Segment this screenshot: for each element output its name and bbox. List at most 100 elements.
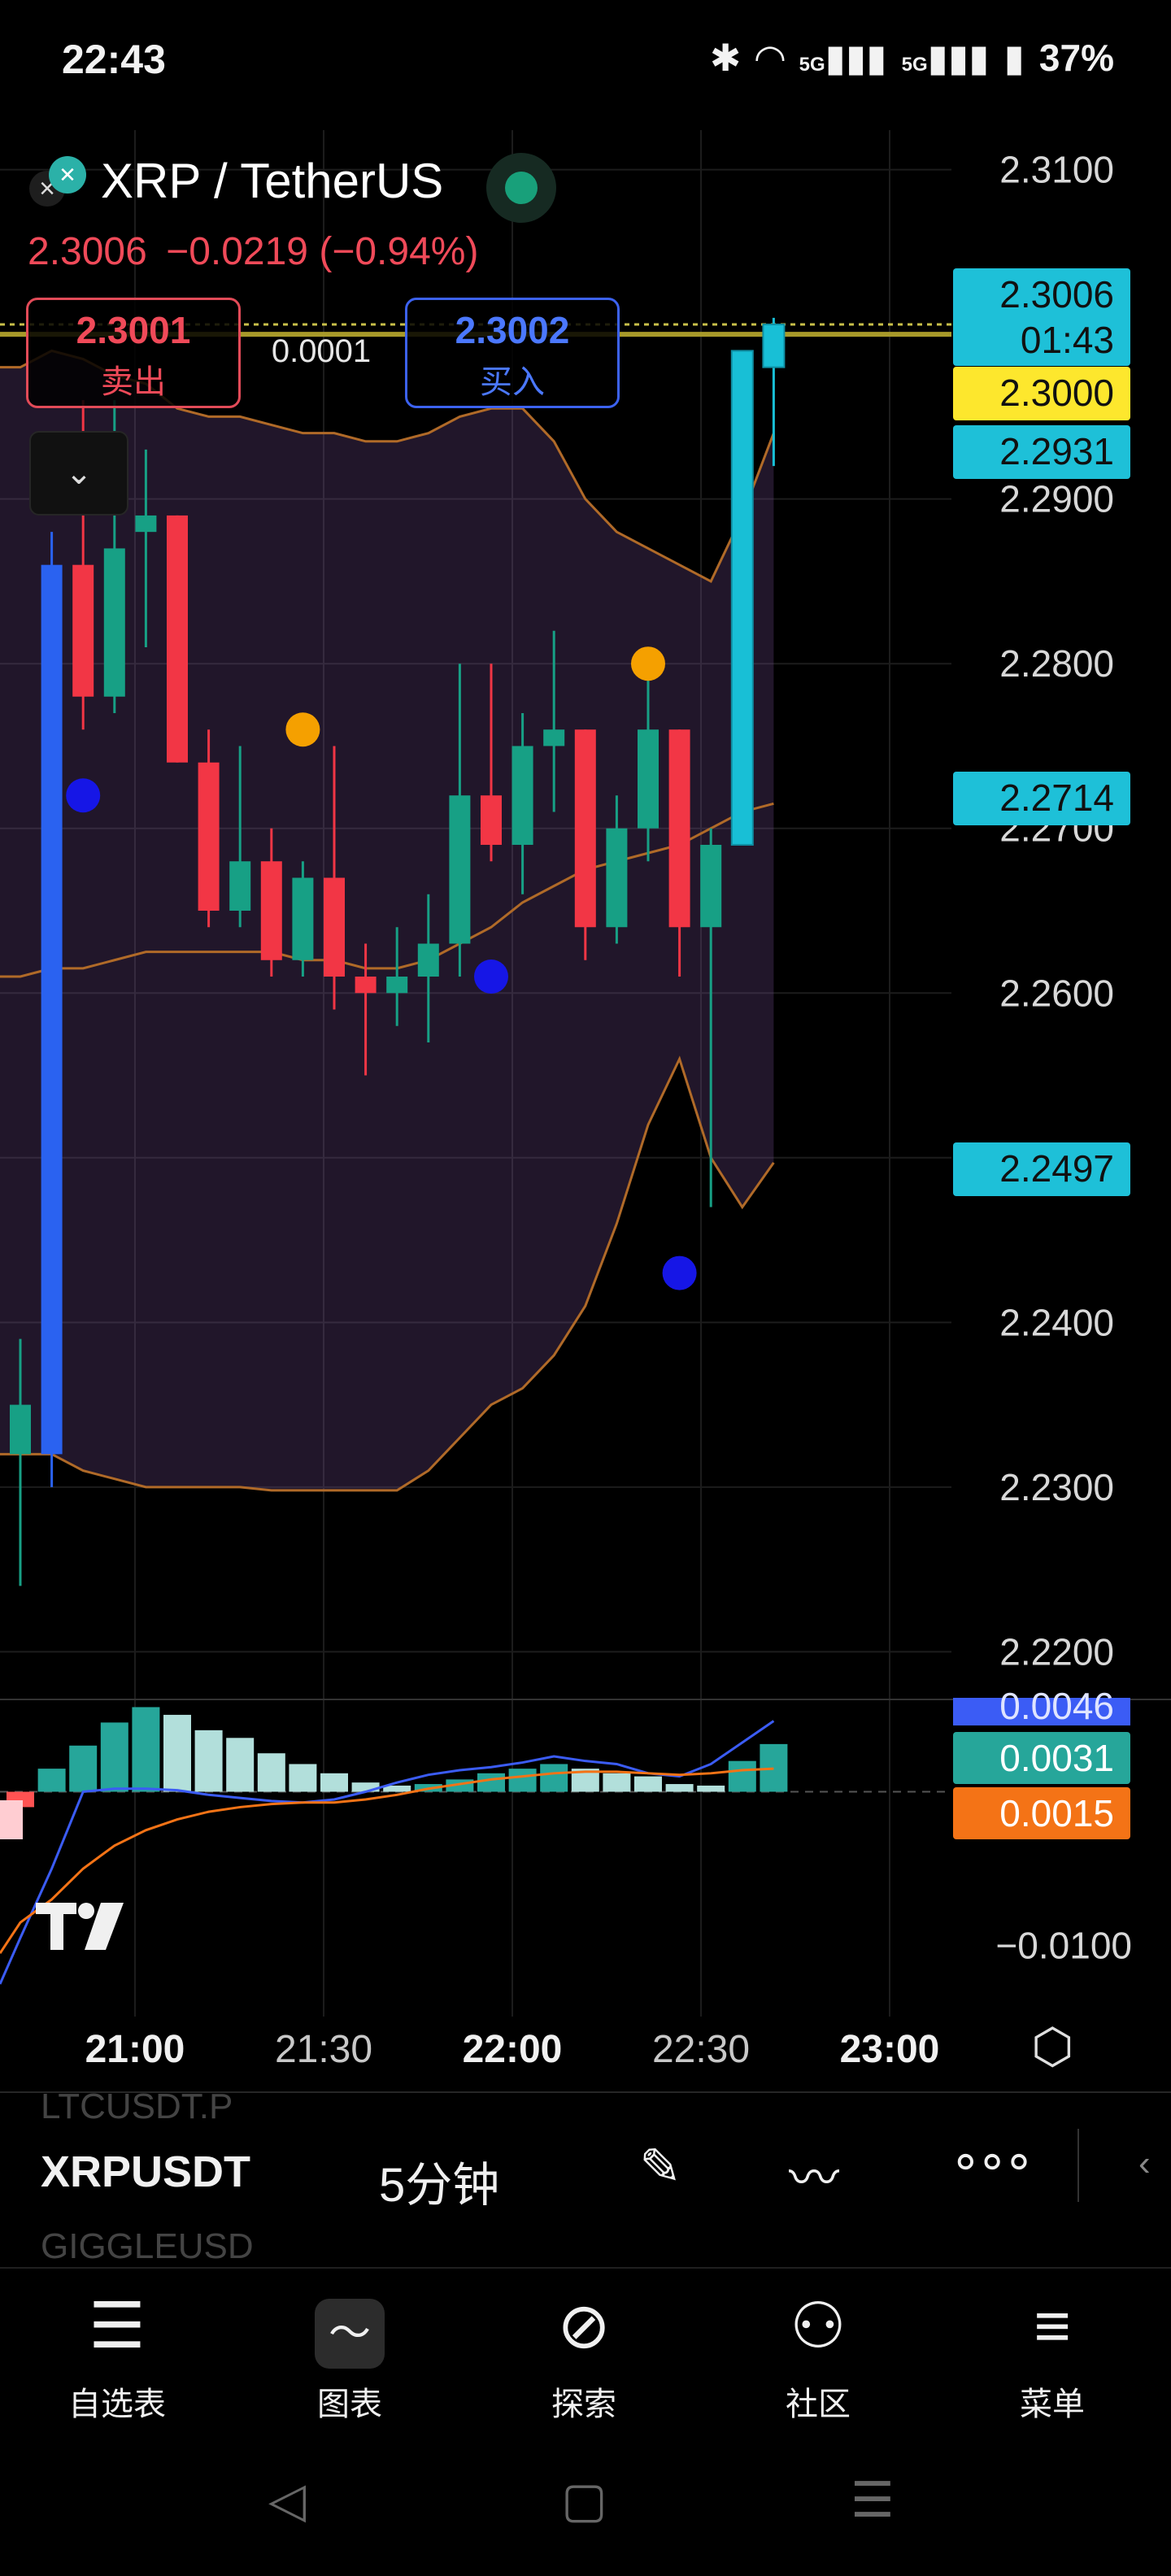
buy-button[interactable]: 2.3002 买入 xyxy=(405,298,620,408)
status-time: 22:43 xyxy=(62,37,166,82)
bollinger-basis-line xyxy=(0,802,774,978)
macd-pane xyxy=(0,1707,951,1985)
buy-label: 买入 xyxy=(480,364,545,400)
candlestick-series xyxy=(10,317,786,1586)
price-badge-label-4: 2.2497 xyxy=(999,1147,1114,1190)
sar-point-3 xyxy=(631,646,665,681)
macd-badge-1 xyxy=(953,1787,1130,1839)
nav-item-explore[interactable]: ⊘ 探索 xyxy=(503,2285,665,2425)
compass-icon: ⊘ xyxy=(557,2290,611,2361)
macd-hist-bar-21 xyxy=(665,1784,694,1792)
macd-hist-bar-19 xyxy=(603,1773,631,1792)
nav-item-chart[interactable]: 〜 图表 xyxy=(268,2285,431,2425)
price-badge-label-3: 2.2714 xyxy=(999,777,1114,819)
macd-hist-bar-11 xyxy=(351,1782,380,1792)
candle-body-20 xyxy=(638,729,659,829)
candle-body-15 xyxy=(481,795,502,845)
symbol-title[interactable]: XRP / TetherUS xyxy=(101,154,444,208)
time-label-3: 22:30 xyxy=(652,2028,750,2071)
time-label-0: 21:00 xyxy=(85,2028,185,2071)
price-badge-countdown-0: 01:43 xyxy=(1021,319,1114,361)
price-change: −0.0219 xyxy=(166,230,308,273)
macd-hist-bar-3 xyxy=(100,1722,128,1792)
price-badge-1 xyxy=(953,367,1130,420)
symbol-selector[interactable]: XRPUSDT xyxy=(41,2147,251,2196)
candle-body-24 xyxy=(762,323,786,368)
candle-body-1 xyxy=(41,564,63,1455)
nav-item-menu[interactable]: ≡ 菜单 xyxy=(971,2285,1134,2425)
battery-percent: 37% xyxy=(1038,37,1114,79)
chart-settings-icon[interactable]: ⬡ xyxy=(1031,2019,1074,2073)
price-tick-label-2: 2.2800 xyxy=(999,642,1114,685)
chevron-left-icon[interactable]: ‹ xyxy=(1138,2143,1151,2183)
macd-line xyxy=(0,1720,775,1985)
candle-body-18 xyxy=(574,729,596,928)
parabolic-sar-points xyxy=(66,646,697,1290)
price-chart[interactable]: 2.31002.29002.28002.27002.26002.24002.23… xyxy=(0,0,1171,2098)
price-axis: 2.31002.29002.28002.27002.26002.24002.23… xyxy=(0,149,1132,1967)
home-icon[interactable]: ▢ xyxy=(561,2473,607,2527)
price-change-line: 2.3006 −0.0219 (−0.94%) xyxy=(28,229,478,274)
sell-price: 2.3001 xyxy=(76,309,191,351)
macd-badge-top xyxy=(953,1698,1130,1725)
candle-body-4 xyxy=(135,515,157,533)
candle-body-17 xyxy=(543,729,565,746)
candle-body-0 xyxy=(10,1404,31,1455)
chevron-down-icon[interactable]: ⌄ xyxy=(29,431,128,516)
sar-point-4 xyxy=(662,1255,697,1290)
sar-point-1 xyxy=(285,712,320,747)
candle-body-16 xyxy=(511,746,533,845)
candle-body-14 xyxy=(449,795,471,944)
buy-price: 2.3002 xyxy=(455,309,570,351)
time-axis: 21:00 21:30 22:00 22:30 23:00 xyxy=(85,2028,940,2071)
macd-hist-bar-1 xyxy=(37,1769,66,1792)
interval-selector[interactable]: 5分钟 xyxy=(379,2159,500,2212)
price-tick-label-0: 2.3100 xyxy=(999,149,1114,191)
price-tick-label-4: 2.2600 xyxy=(999,972,1114,1014)
indicators-icon[interactable]: 〰 xyxy=(789,2151,840,2207)
macd-hist-bar-4 xyxy=(132,1707,160,1792)
price-badge-label-1: 2.3000 xyxy=(999,372,1114,414)
price-tick-label-1: 2.2900 xyxy=(999,478,1114,520)
signal-icon-1: 5G▮▮▮ xyxy=(799,37,887,79)
time-label-4: 23:00 xyxy=(840,2028,940,2071)
menu-icon: ≡ xyxy=(1034,2290,1071,2361)
draw-pen-icon[interactable]: ✎ xyxy=(639,2139,681,2195)
symbol-picker-prev: LTCUSDT.P xyxy=(41,2086,233,2126)
sell-label: 卖出 xyxy=(101,364,166,400)
recents-icon[interactable]: ☰ xyxy=(851,2473,895,2527)
macd-badge-label-0: 0.0031 xyxy=(999,1737,1114,1779)
candle-body-13 xyxy=(417,943,439,977)
spread-value: 0.0001 xyxy=(271,333,372,369)
toolbar-divider xyxy=(1077,2129,1079,2202)
macd-badge-label-1: 0.0015 xyxy=(999,1792,1114,1834)
back-icon[interactable]: ◁ xyxy=(268,2473,307,2527)
candle-body-23 xyxy=(730,350,754,846)
nav-label-chart: 图表 xyxy=(317,2387,382,2422)
sell-button[interactable]: 2.3001 卖出 xyxy=(26,298,241,408)
nav-label-menu: 菜单 xyxy=(1020,2387,1085,2422)
more-icon[interactable]: ∘∘∘ xyxy=(950,2133,1034,2189)
time-label-1: 21:30 xyxy=(275,2028,372,2071)
macd-hist-offscreen xyxy=(0,1800,23,1839)
price-badge-4 xyxy=(953,1142,1130,1196)
candle-body-7 xyxy=(229,861,251,911)
price-tick-label-7: 2.2200 xyxy=(999,1630,1114,1673)
candle-body-6 xyxy=(198,762,220,911)
macd-tick-label-1: −0.0100 xyxy=(995,1925,1132,1967)
macd-hist-bar-8 xyxy=(257,1753,285,1792)
macd-hist-bar-24 xyxy=(760,1743,788,1792)
battery-icon: ▮ xyxy=(1003,37,1025,79)
sar-point-0 xyxy=(66,778,101,813)
candle-body-2 xyxy=(72,564,94,697)
status-bar: 22:43 ✱ ◠ 5G▮▮▮ 5G▮▮▮ ▮ 37% xyxy=(0,0,1171,130)
nav-item-watchlist[interactable]: ☰ 自选表 xyxy=(36,2285,198,2425)
candle-body-22 xyxy=(700,844,722,928)
nav-item-community[interactable]: ⚇ 社区 xyxy=(737,2285,899,2425)
market-open-icon[interactable] xyxy=(486,153,556,223)
nav-label-watchlist: 自选表 xyxy=(68,2387,166,2422)
community-icon: ⚇ xyxy=(790,2290,847,2361)
macd-hist-bar-10 xyxy=(320,1773,348,1792)
symbol-picker-next: GIGGLEUSD xyxy=(41,2226,254,2266)
macd-hist-bar-7 xyxy=(226,1738,255,1792)
